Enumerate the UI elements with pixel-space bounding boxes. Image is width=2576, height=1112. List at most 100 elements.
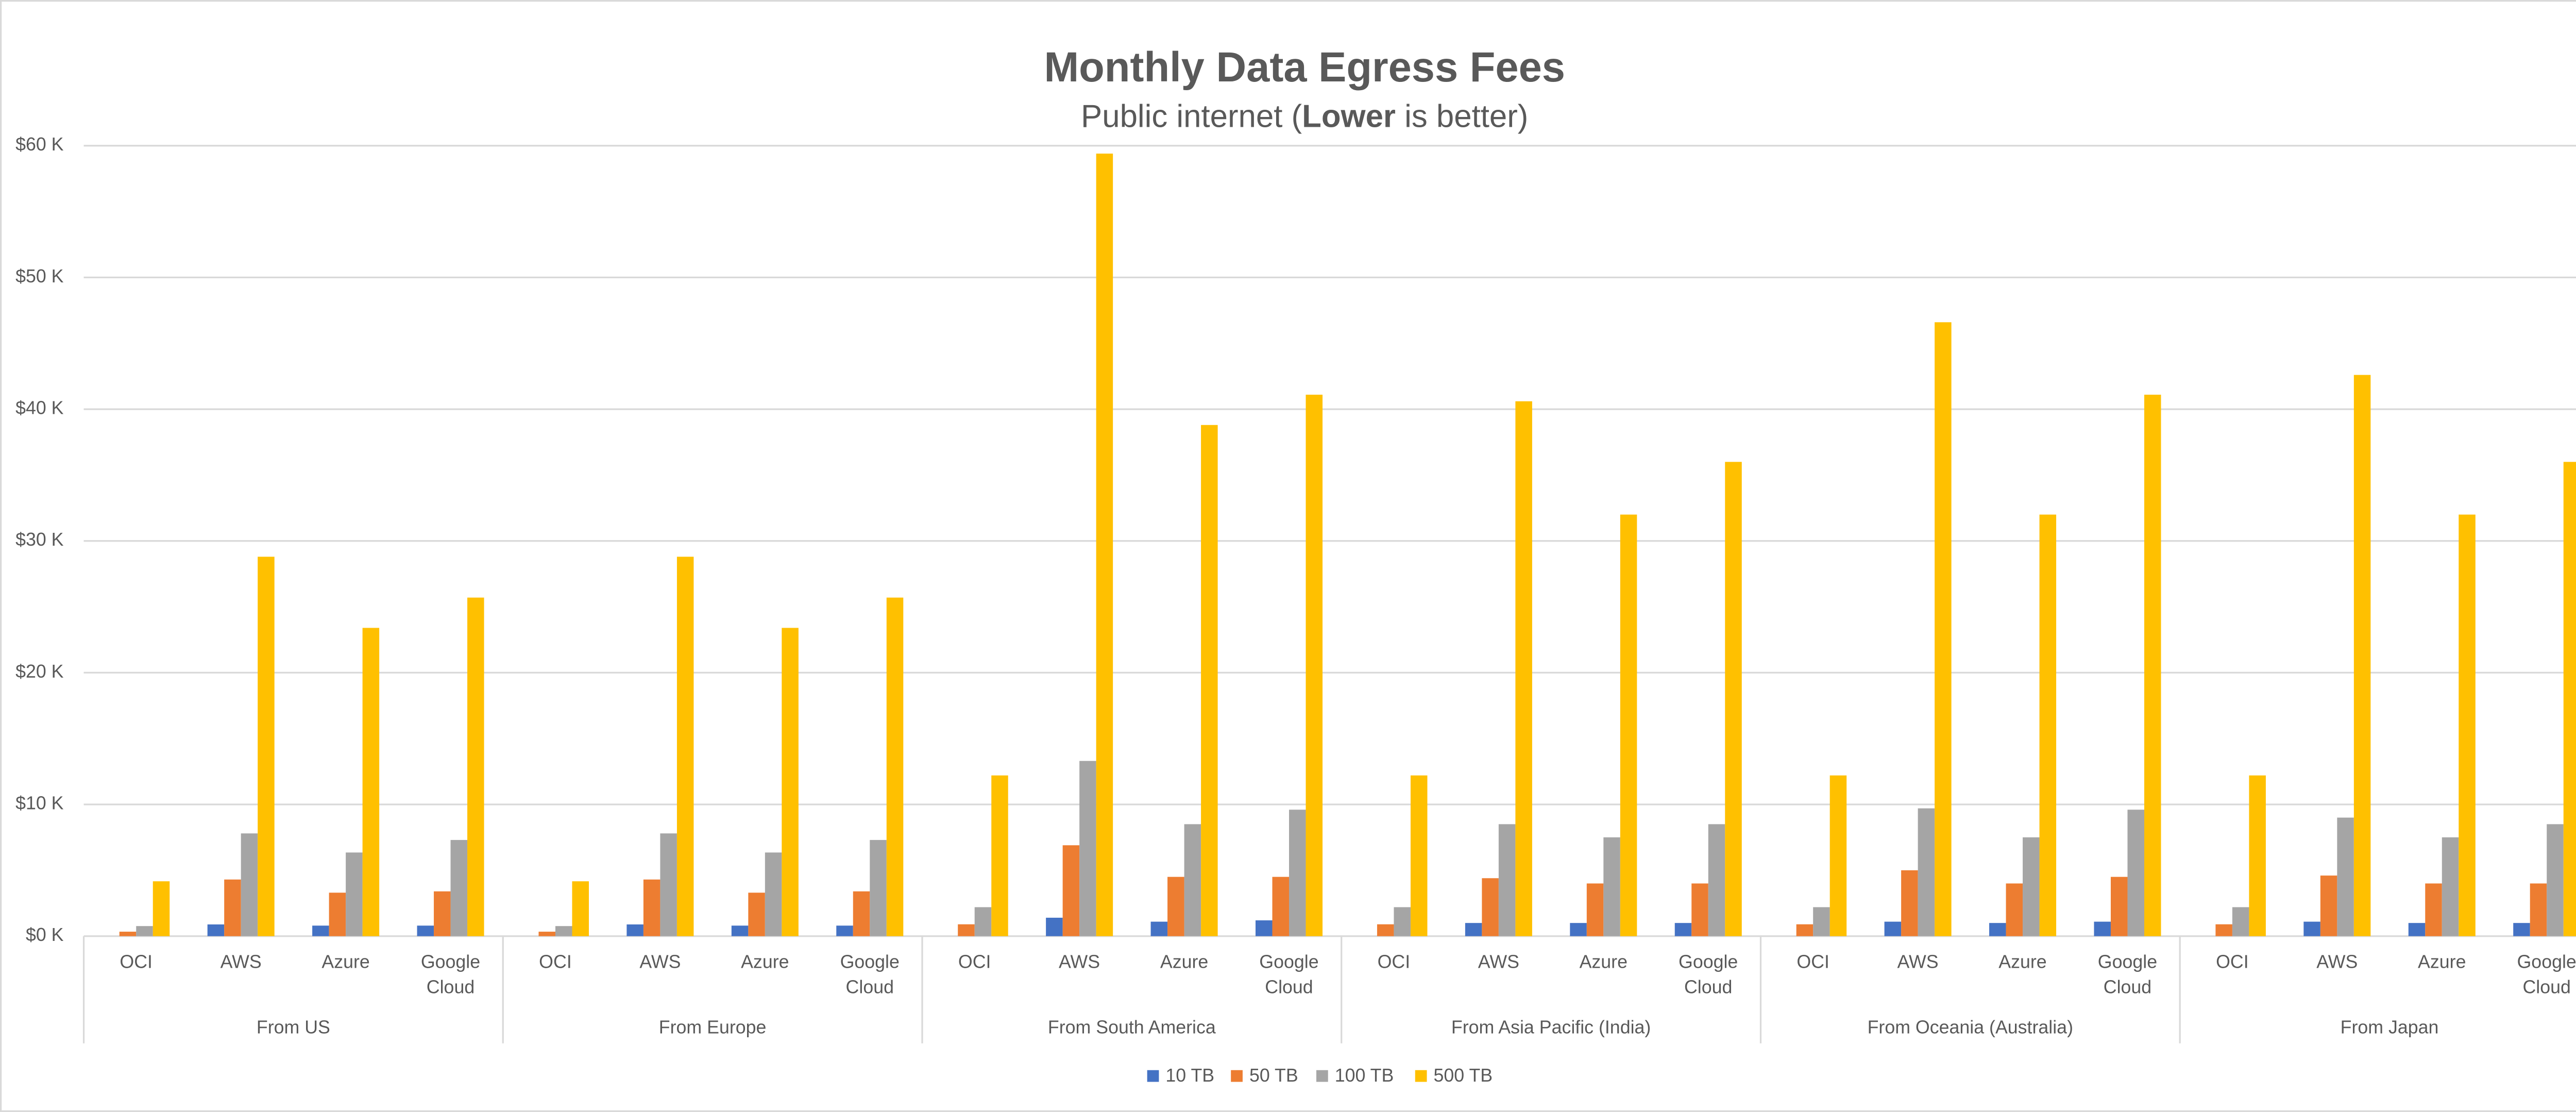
- group-label: From US: [256, 1018, 330, 1038]
- bar: [2513, 923, 2530, 936]
- x-tick-label: Azure: [1160, 953, 1209, 973]
- legend-swatch: [1415, 1070, 1427, 1082]
- bar: [1586, 883, 1604, 936]
- bar: [1989, 923, 2006, 936]
- chart-title: Monthly Data Egress Fees: [1044, 44, 1565, 91]
- bar: [643, 879, 660, 936]
- bar: [241, 833, 258, 936]
- x-tick-label: Azure: [741, 953, 789, 973]
- y-tick-label: $30 K: [15, 529, 64, 550]
- bar: [362, 628, 380, 936]
- y-tick-label: $0 K: [26, 924, 64, 945]
- bar: [626, 924, 643, 936]
- bar: [312, 925, 329, 936]
- bar: [1708, 824, 1725, 936]
- bar: [467, 597, 484, 936]
- bar: [450, 840, 468, 936]
- x-tick-label: Google Cloud: [2097, 953, 2158, 998]
- x-tick-label: OCI: [1377, 953, 1411, 973]
- subtitle-part: is better): [1396, 99, 1528, 134]
- x-tick-label: Google Cloud: [420, 953, 481, 998]
- bar: [1046, 917, 1063, 936]
- bar: [2547, 824, 2564, 936]
- bar: [1796, 924, 1814, 936]
- bar: [1150, 921, 1168, 936]
- bar: [958, 924, 975, 936]
- bar: [765, 852, 782, 936]
- bar: [1813, 907, 1830, 936]
- bar: [731, 925, 749, 936]
- legend-swatch: [1231, 1070, 1243, 1082]
- bar: [224, 879, 241, 936]
- bar: [2127, 810, 2144, 936]
- bar: [2215, 924, 2232, 936]
- x-tick-label: Azure: [1579, 953, 1628, 973]
- bar: [329, 892, 346, 936]
- bar: [2337, 817, 2354, 936]
- bar: [1691, 883, 1708, 936]
- bar: [1201, 425, 1218, 936]
- bar: [991, 775, 1008, 936]
- x-tick-label: Google Cloud: [840, 953, 900, 998]
- x-tick-label: Google Cloud: [1259, 953, 1319, 998]
- x-tick-label: AWS: [220, 953, 262, 973]
- bar: [2144, 394, 2161, 936]
- group-label: From Asia Pacific (India): [1451, 1018, 1651, 1038]
- bar: [1289, 810, 1306, 936]
- bar: [1603, 837, 1620, 936]
- bar: [1725, 462, 1742, 936]
- bar: [346, 852, 363, 936]
- legend-swatch: [1316, 1070, 1328, 1082]
- bar: [258, 557, 275, 936]
- subtitle-part: Lower: [1302, 99, 1396, 134]
- bar: [1062, 845, 1080, 936]
- bar: [1465, 923, 1482, 936]
- bar: [660, 833, 677, 936]
- bar: [1306, 394, 1323, 936]
- x-tick-label: OCI: [958, 953, 991, 973]
- bar: [2563, 462, 2576, 936]
- y-tick-label: $10 K: [15, 793, 64, 814]
- legend-swatch: [1147, 1070, 1159, 1082]
- bar: [870, 840, 887, 936]
- y-tick-label: $20 K: [15, 661, 64, 682]
- bar: [2353, 375, 2371, 936]
- bar: [152, 881, 170, 936]
- bar: [2425, 883, 2442, 936]
- chart-subtitle: Public internet (Lower is better): [1081, 99, 1528, 134]
- bar: [853, 891, 870, 936]
- bar: [1884, 921, 1902, 936]
- x-tick-label: Azure: [2418, 953, 2466, 973]
- bar: [136, 926, 153, 936]
- x-tick-label: OCI: [2216, 953, 2249, 973]
- bar: [1377, 924, 1394, 936]
- bar: [119, 932, 137, 936]
- bar: [2232, 907, 2249, 936]
- bar: [2006, 883, 2023, 936]
- bar: [417, 925, 434, 936]
- legend-label: 10 TB: [1165, 1065, 1214, 1086]
- bar: [2094, 921, 2111, 936]
- bar: [1935, 322, 1952, 936]
- bar: [2039, 514, 2057, 936]
- group-label: From South America: [1047, 1018, 1216, 1038]
- x-tick-label: AWS: [1478, 953, 1519, 973]
- x-tick-label: AWS: [1897, 953, 1939, 973]
- bar: [555, 926, 572, 936]
- bar: [1272, 877, 1290, 936]
- bar: [1167, 877, 1184, 936]
- x-tick-label: AWS: [639, 953, 681, 973]
- bar: [1674, 923, 1692, 936]
- x-tick-label: AWS: [1059, 953, 1100, 973]
- bar: [1096, 154, 1113, 936]
- y-tick-label: $60 K: [15, 134, 64, 155]
- x-tick-label: Google Cloud: [2517, 953, 2576, 998]
- x-tick-label: Azure: [321, 953, 370, 973]
- bar: [538, 932, 555, 936]
- bar: [836, 925, 853, 936]
- bar: [1498, 824, 1516, 936]
- bar: [2320, 875, 2337, 936]
